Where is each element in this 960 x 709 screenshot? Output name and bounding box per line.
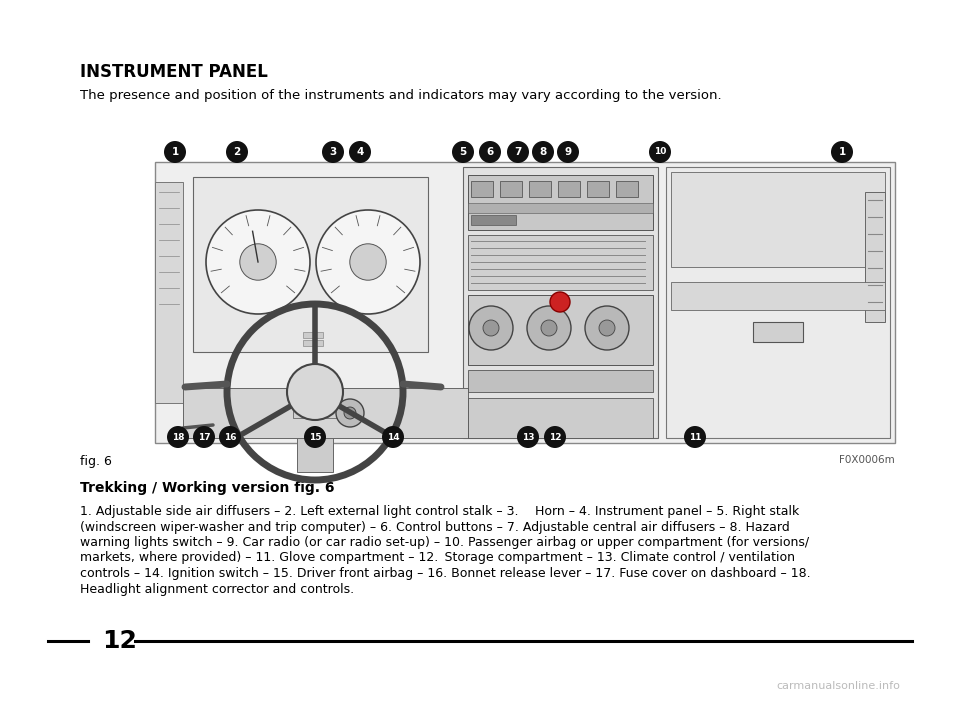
Bar	[155, 182, 183, 403]
Text: warning lights switch – 9. Car radio (or car radio set-up) – 10. Passenger airba: warning lights switch – 9. Car radio (or…	[80, 536, 809, 549]
Circle shape	[649, 141, 671, 163]
Circle shape	[322, 141, 344, 163]
Circle shape	[167, 426, 189, 448]
Text: 1: 1	[838, 147, 846, 157]
Circle shape	[316, 210, 420, 314]
Bar	[293, 388, 337, 418]
Text: carmanualsonline.info: carmanualsonline.info	[776, 681, 900, 691]
Bar	[471, 181, 493, 197]
Bar	[671, 172, 885, 267]
Text: Headlight alignment corrector and controls.: Headlight alignment corrector and contro…	[80, 583, 354, 596]
Circle shape	[219, 426, 241, 448]
Text: 4: 4	[356, 147, 364, 157]
Text: 9: 9	[564, 147, 571, 157]
Circle shape	[479, 141, 501, 163]
Bar	[616, 181, 638, 197]
Circle shape	[544, 426, 566, 448]
Circle shape	[599, 320, 615, 336]
Circle shape	[206, 210, 310, 314]
Text: fig. 6: fig. 6	[80, 455, 112, 468]
Bar	[155, 162, 895, 443]
Text: Trekking / Working version fig. 6: Trekking / Working version fig. 6	[80, 481, 334, 495]
Bar	[468, 370, 653, 392]
Text: 7: 7	[515, 147, 521, 157]
Text: 5: 5	[460, 147, 467, 157]
Circle shape	[541, 320, 557, 336]
Text: 11: 11	[688, 432, 701, 442]
Bar	[666, 167, 890, 438]
Circle shape	[240, 244, 276, 280]
Bar	[558, 181, 580, 197]
Text: 1. Adjustable side air diffusers – 2. Left external light control stalk – 3.  Ho: 1. Adjustable side air diffusers – 2. Le…	[80, 505, 800, 518]
Circle shape	[557, 141, 579, 163]
Text: 6: 6	[487, 147, 493, 157]
Bar	[468, 398, 653, 438]
Circle shape	[550, 292, 570, 312]
Text: 3: 3	[329, 147, 337, 157]
Circle shape	[336, 399, 364, 427]
Bar	[500, 181, 522, 197]
Bar	[753, 322, 803, 342]
Text: 1: 1	[172, 147, 179, 157]
Text: 16: 16	[224, 432, 236, 442]
Text: 15: 15	[309, 432, 322, 442]
Circle shape	[507, 141, 529, 163]
Text: INSTRUMENT PANEL: INSTRUMENT PANEL	[80, 63, 268, 81]
Text: 12: 12	[549, 432, 562, 442]
Bar	[183, 388, 468, 438]
Circle shape	[452, 141, 474, 163]
Circle shape	[287, 364, 343, 420]
Bar	[468, 175, 653, 230]
Text: (windscreen wiper-washer and trip computer) – 6. Control buttons – 7. Adjustable: (windscreen wiper-washer and trip comput…	[80, 520, 790, 533]
Bar	[865, 192, 885, 322]
Bar	[468, 235, 653, 290]
Circle shape	[344, 407, 356, 419]
Text: 17: 17	[198, 432, 210, 442]
Circle shape	[304, 426, 326, 448]
Bar	[193, 177, 428, 352]
Circle shape	[684, 426, 706, 448]
Circle shape	[831, 141, 853, 163]
Bar	[468, 295, 653, 365]
Bar	[587, 181, 609, 197]
Text: controls – 14. Ignition switch – 15. Driver front airbag – 16. Bonnet release le: controls – 14. Ignition switch – 15. Dri…	[80, 567, 810, 580]
Circle shape	[585, 306, 629, 350]
Circle shape	[193, 426, 215, 448]
Circle shape	[517, 426, 539, 448]
Bar	[471, 215, 516, 225]
Circle shape	[483, 320, 499, 336]
Text: 14: 14	[387, 432, 399, 442]
Circle shape	[532, 141, 554, 163]
Text: 8: 8	[540, 147, 546, 157]
Text: F0X0006m: F0X0006m	[839, 455, 895, 465]
Bar	[463, 167, 658, 438]
Text: 2: 2	[233, 147, 241, 157]
Text: 13: 13	[521, 432, 535, 442]
Circle shape	[349, 244, 386, 280]
Bar	[468, 203, 653, 213]
Bar	[671, 282, 885, 310]
Text: markets, where provided) – 11. Glove compartment – 12. Storage compartment – 13.: markets, where provided) – 11. Glove com…	[80, 552, 795, 564]
Circle shape	[527, 306, 571, 350]
Bar	[529, 181, 551, 197]
Circle shape	[226, 141, 248, 163]
Text: 18: 18	[172, 432, 184, 442]
Circle shape	[164, 141, 186, 163]
Text: The presence and position of the instruments and indicators may vary according t: The presence and position of the instrum…	[80, 89, 722, 102]
Circle shape	[382, 426, 404, 448]
Text: 12: 12	[102, 629, 137, 653]
Circle shape	[349, 141, 371, 163]
Bar	[297, 382, 333, 472]
Text: 10: 10	[654, 147, 666, 157]
Bar	[303, 332, 323, 338]
Circle shape	[469, 306, 513, 350]
Bar	[303, 340, 323, 346]
